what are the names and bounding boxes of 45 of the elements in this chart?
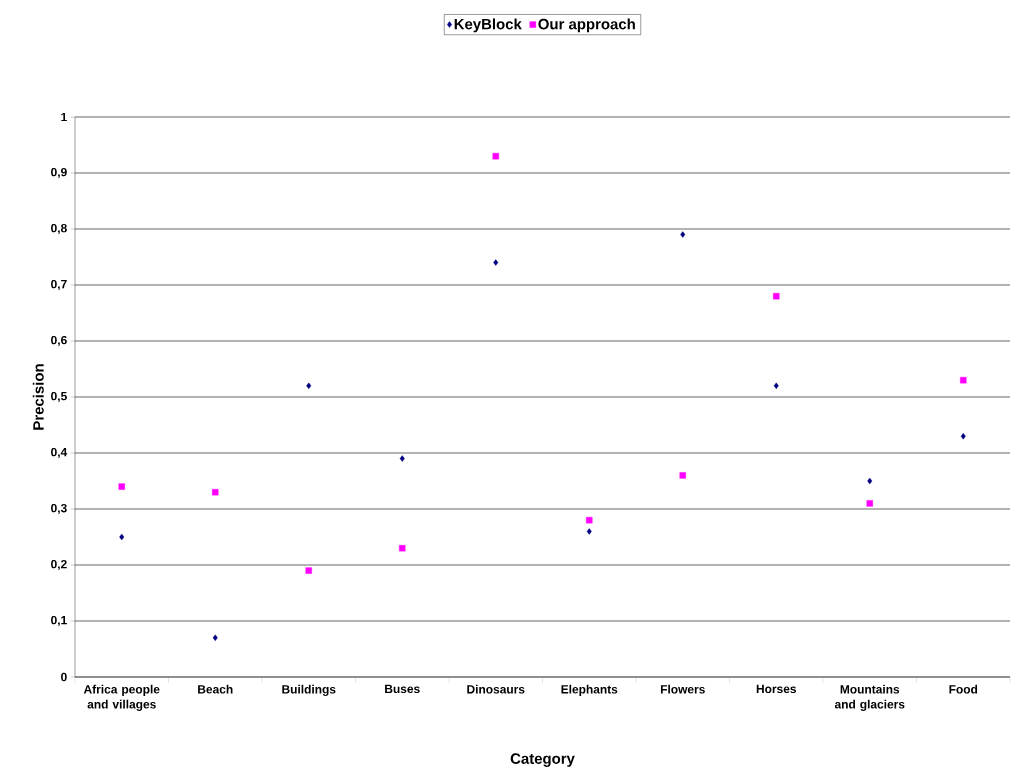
x-tick-label: Africa people and villages xyxy=(83,684,160,711)
y-tick-label: 0,8 xyxy=(51,223,67,235)
x-tick-label: Buses xyxy=(385,684,420,694)
y-tick-label: 0,5 xyxy=(51,391,67,403)
point xyxy=(119,533,125,541)
point xyxy=(306,382,312,389)
y-tick-label: 0,3 xyxy=(51,503,67,515)
legend-label: KeyBlock xyxy=(454,18,522,33)
x-tick-label: Mountains and glaciers xyxy=(834,684,905,711)
x-axis-title: Category xyxy=(510,753,575,767)
point xyxy=(212,489,219,496)
y-tick-label: 0,4 xyxy=(51,447,68,459)
x-tick-label: Beach xyxy=(198,684,233,694)
point xyxy=(773,382,779,389)
point xyxy=(399,545,406,552)
y-axis-title: Precision xyxy=(32,364,44,430)
point xyxy=(586,528,592,535)
x-tick-label: Food xyxy=(949,684,978,694)
y-tick-label: 0,7 xyxy=(51,279,67,291)
y-tick-label: 0,9 xyxy=(51,167,67,179)
x-tick-label: Flowers xyxy=(660,684,705,694)
x-tick-label: Horses xyxy=(756,684,797,694)
legend-label: Our approach xyxy=(538,18,635,33)
y-tick-label: 0,1 xyxy=(51,615,67,627)
y-tick-label: 0,2 xyxy=(51,559,67,571)
point xyxy=(399,455,405,462)
point xyxy=(118,483,125,490)
point xyxy=(492,153,499,160)
point xyxy=(305,567,312,574)
x-tick-label: Elephants xyxy=(561,684,618,696)
y-tick-label: 0 xyxy=(61,672,67,682)
point xyxy=(960,433,966,440)
point xyxy=(866,500,873,507)
point xyxy=(960,377,967,384)
point xyxy=(773,293,780,300)
y-tick-label: 1 xyxy=(61,112,67,122)
point xyxy=(493,259,499,266)
point xyxy=(586,517,593,524)
point xyxy=(680,231,686,238)
x-tick-label: Buildings xyxy=(282,684,336,696)
x-tick-label: Dinosaurs xyxy=(467,684,525,694)
point xyxy=(679,472,686,479)
point xyxy=(867,477,873,485)
point xyxy=(212,634,218,641)
y-tick-label: 0,6 xyxy=(51,335,67,347)
